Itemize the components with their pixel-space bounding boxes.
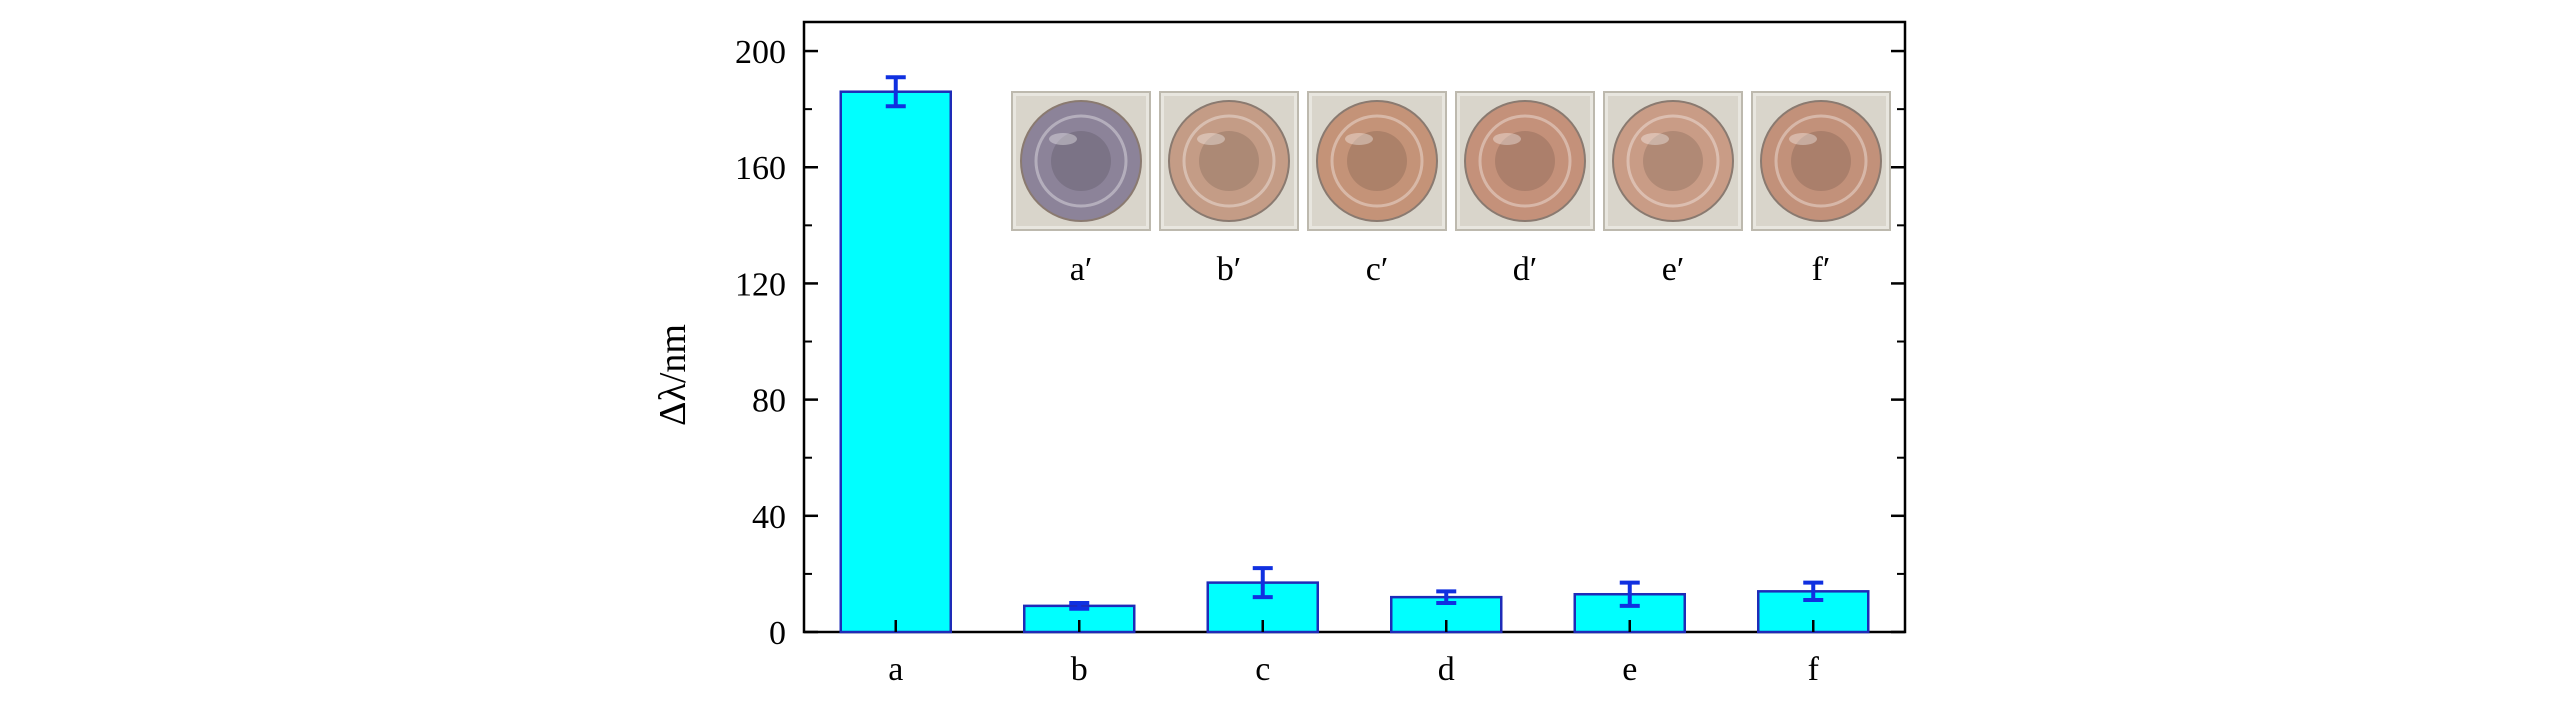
well-rim-highlight (1182, 114, 1276, 208)
x-tick-label-e: e (1622, 651, 1637, 688)
y-tick-label: 160 (735, 150, 786, 187)
well-photo-5: e′ (1603, 91, 1743, 288)
well-label-1: a′ (1070, 251, 1093, 288)
bar-a (839, 90, 952, 634)
well-label-4: d′ (1513, 251, 1537, 288)
well-photo-4: d′ (1455, 91, 1595, 288)
x-axis: a b c d e f (888, 620, 1820, 688)
well-rim-highlight (1330, 114, 1424, 208)
x-tick-label-a: a (888, 651, 903, 688)
well-rim-highlight (1626, 114, 1720, 208)
well-outer (1760, 100, 1882, 222)
plot-border (802, 20, 1907, 634)
y-tick-label: 40 (752, 499, 786, 536)
x-tick-label-f: f (1808, 651, 1820, 688)
well-rim-highlight (1034, 114, 1128, 208)
x-tick-label-c: c (1255, 651, 1270, 688)
y-axis-label: Δλ/nm (652, 324, 694, 426)
well-label-3: c′ (1366, 251, 1389, 288)
well-center (1347, 131, 1407, 191)
well-center (1643, 131, 1703, 191)
well-glare (1641, 133, 1669, 145)
x-tick-label-b: b (1071, 651, 1088, 688)
well-photo-1: a′ (1011, 91, 1151, 288)
well-label-2: b′ (1217, 251, 1241, 288)
well-label-6: f′ (1812, 251, 1831, 288)
well-rim-highlight (1774, 114, 1868, 208)
well-outer (1020, 100, 1142, 222)
y-tick-label: 0 (769, 615, 786, 652)
well-center (1495, 131, 1555, 191)
well-photo-6: f′ (1751, 91, 1891, 288)
well-glare (1049, 133, 1077, 145)
well-glare (1789, 133, 1817, 145)
x-tick-label-d: d (1438, 651, 1455, 688)
well-outer (1612, 100, 1734, 222)
plot-frame (802, 20, 1907, 634)
well-outer (1316, 100, 1438, 222)
y-tick-label: 200 (735, 34, 786, 71)
well-photo-2: b′ (1159, 91, 1299, 288)
well-center (1051, 131, 1111, 191)
well-outer (1168, 100, 1290, 222)
well-label-5: e′ (1662, 251, 1685, 288)
well-outer (1464, 100, 1586, 222)
error-bars (885, 75, 1824, 611)
y-axis: 0 40 80 120 160 200 (735, 34, 1905, 652)
well-center (1199, 131, 1259, 191)
well-glare (1197, 133, 1225, 145)
y-tick-label: 80 (752, 383, 786, 420)
well-glare (1345, 133, 1373, 145)
well-rim-highlight (1478, 114, 1572, 208)
well-center (1791, 131, 1851, 191)
inset-well-photos: a′ b′ c′ d′ e′ f′ (1011, 91, 1891, 288)
well-glare (1493, 133, 1521, 145)
well-photo-3: c′ (1307, 91, 1447, 288)
y-tick-label: 120 (735, 266, 786, 303)
